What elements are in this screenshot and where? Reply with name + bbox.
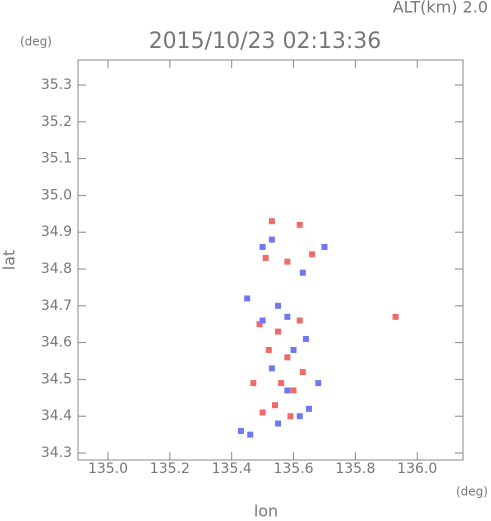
radar-echo: [315, 380, 322, 387]
y-tick-label: 34.4: [41, 408, 72, 424]
radar-echo: [302, 335, 309, 342]
y-tick-label: 34.3: [41, 445, 72, 461]
radar-echo: [256, 321, 263, 328]
x-tick-label: 135.2: [150, 461, 190, 477]
radar-echo: [306, 405, 312, 412]
y-tick-label: 34.9: [41, 224, 72, 240]
radar-echo: [271, 402, 278, 409]
radar-echo: [299, 369, 306, 376]
radar-echo: [296, 317, 303, 324]
y-tick-label: 35.2: [41, 114, 72, 130]
radar-echo: [275, 420, 282, 427]
x-tick-label: 135.0: [88, 461, 128, 477]
x-unit: (deg): [456, 485, 488, 499]
radar-echo: [268, 365, 275, 372]
radar-echo: [290, 346, 297, 353]
radar-echo: [290, 387, 297, 394]
x-tick-label: 136.0: [397, 461, 437, 477]
y-axis-label: lat: [0, 250, 19, 271]
radar-echo: [268, 218, 275, 225]
x-tick-label: 135.4: [212, 461, 252, 477]
radar-echo: [392, 313, 399, 320]
radar-echo: [265, 346, 272, 353]
radar-echo: [284, 387, 291, 394]
radar-echo: [275, 328, 282, 335]
y-unit: (deg): [20, 35, 52, 49]
radar-echo: [284, 258, 291, 265]
x-axis-label: lon: [254, 502, 278, 521]
radar-echo: [284, 313, 291, 320]
y-tick-label: 35.3: [41, 77, 72, 93]
radar-echo: [247, 431, 254, 438]
y-tick-label: 34.8: [41, 261, 72, 277]
radar-echo: [244, 295, 251, 302]
radar-echo: [284, 354, 291, 361]
radar-echo: [259, 243, 266, 250]
radar-echo: [275, 302, 282, 309]
radar-echo: [296, 413, 303, 420]
radar-echo: [296, 221, 303, 228]
y-tick-label: 34.7: [41, 298, 72, 314]
radar-echo: [321, 243, 328, 250]
y-tick-label: 34.6: [41, 335, 72, 351]
radar-echo: [237, 427, 244, 434]
plot-frame: [77, 59, 464, 461]
radar-echo: [259, 409, 266, 416]
radar-echo: [262, 254, 269, 261]
radar-echo: [259, 317, 266, 324]
chart-title: 2015/10/23 02:13:36: [149, 29, 382, 54]
x-tick-label: 135.6: [273, 461, 313, 477]
radar-echo: [287, 413, 294, 420]
radar-echo: [278, 380, 285, 387]
radar-echo: [299, 269, 306, 276]
y-tick-label: 35.1: [41, 151, 72, 167]
y-tick-label: 34.5: [41, 371, 72, 387]
radar-echo: [268, 236, 275, 243]
radar-echo: [309, 251, 316, 258]
y-tick-label: 35.0: [41, 187, 72, 203]
altitude-label: ALT(km) 2.0: [393, 0, 488, 17]
radar-echo: [250, 380, 257, 387]
x-tick-label: 135.8: [335, 461, 375, 477]
